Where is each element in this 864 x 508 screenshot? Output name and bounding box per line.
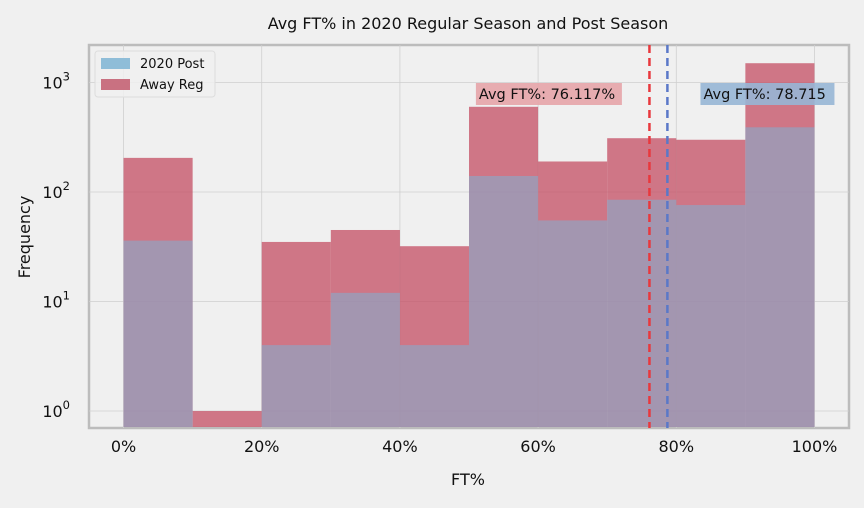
avg-label-box <box>475 83 622 105</box>
legend-swatch <box>101 79 130 90</box>
post-bars <box>123 127 815 428</box>
y-tick-label: 100 <box>42 398 70 421</box>
x-tick-label: 20% <box>244 437 280 456</box>
x-tick-label: 60% <box>520 437 556 456</box>
legend-swatch <box>101 58 130 69</box>
y-axis-label: Frequency <box>15 196 34 279</box>
away-reg-bar <box>192 411 262 427</box>
x-tick-label: 100% <box>792 437 838 456</box>
post-bar <box>538 220 608 427</box>
x-tick-label: 0% <box>111 437 136 456</box>
y-tick-label: 102 <box>42 179 70 202</box>
y-axis-ticks: 100 101 102 103 <box>42 69 70 421</box>
post-bar <box>745 127 815 428</box>
post-bar <box>676 205 746 427</box>
x-axis-label: FT% <box>451 470 485 489</box>
avg-label-box <box>700 83 835 105</box>
reference-lines: Avg FT%: 76.117% Avg FT%: 78.715 <box>475 45 835 428</box>
post-bar <box>469 176 539 427</box>
legend-label: Away Reg <box>140 78 204 93</box>
legend: 2020 Post Away Reg <box>94 50 216 98</box>
post-bar <box>607 199 677 427</box>
y-tick-label: 101 <box>42 289 70 312</box>
x-axis-ticks: 0% 20% 40% 60% 80% 100% <box>111 437 837 456</box>
avg-label: Avg FT%: 78.715 <box>703 87 825 103</box>
chart-title: Avg FT% in 2020 Regular Season and Post … <box>268 14 669 33</box>
legend-label: 2020 Post <box>140 57 204 72</box>
avg-label: Avg FT%: 76.117% <box>479 87 615 103</box>
post-bar <box>261 345 331 427</box>
x-tick-label: 40% <box>382 437 418 456</box>
post-bar <box>330 292 400 427</box>
x-tick-label: 80% <box>658 437 694 456</box>
post-bar <box>399 345 469 427</box>
post-bar <box>123 240 193 427</box>
y-tick-label: 103 <box>42 69 70 92</box>
